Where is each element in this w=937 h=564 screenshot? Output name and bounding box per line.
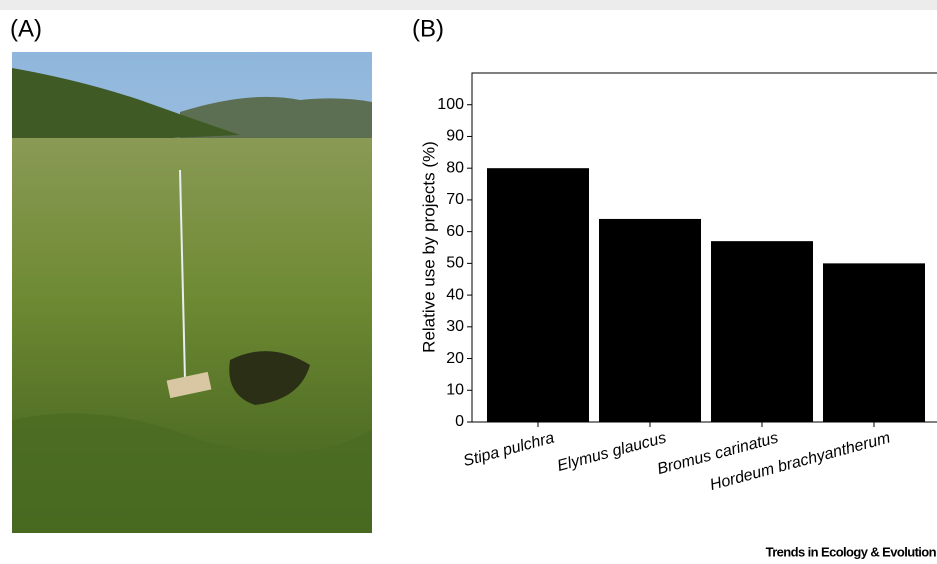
panel-label: (B) xyxy=(412,15,444,42)
y-tick-label: 50 xyxy=(446,255,464,272)
y-axis-label: Relative use by projects (%) xyxy=(419,141,438,353)
panel-label: (A) xyxy=(10,15,42,42)
bar xyxy=(711,241,813,422)
y-tick-label: 0 xyxy=(455,413,464,430)
footer: Trends in Ecology & Evolution xyxy=(766,544,937,559)
y-tick-label: 80 xyxy=(446,159,464,176)
y-tick-label: 40 xyxy=(446,286,464,303)
y-tick-label: 30 xyxy=(446,318,464,335)
y-tick-label: 60 xyxy=(446,223,464,240)
bar xyxy=(823,263,925,422)
y-tick-label: 90 xyxy=(446,128,464,145)
bar xyxy=(599,219,701,422)
y-tick-label: 70 xyxy=(446,191,464,208)
y-tick-label: 100 xyxy=(437,96,464,113)
y-tick-label: 20 xyxy=(446,350,464,367)
photo xyxy=(12,52,372,533)
page: (A) (B) Relative use by projects (%) Tre… xyxy=(0,0,937,564)
y-tick-label: 10 xyxy=(446,381,464,398)
figure: (A) (B) Relative use by projects (%) Tre… xyxy=(0,0,937,564)
bar xyxy=(487,168,589,422)
